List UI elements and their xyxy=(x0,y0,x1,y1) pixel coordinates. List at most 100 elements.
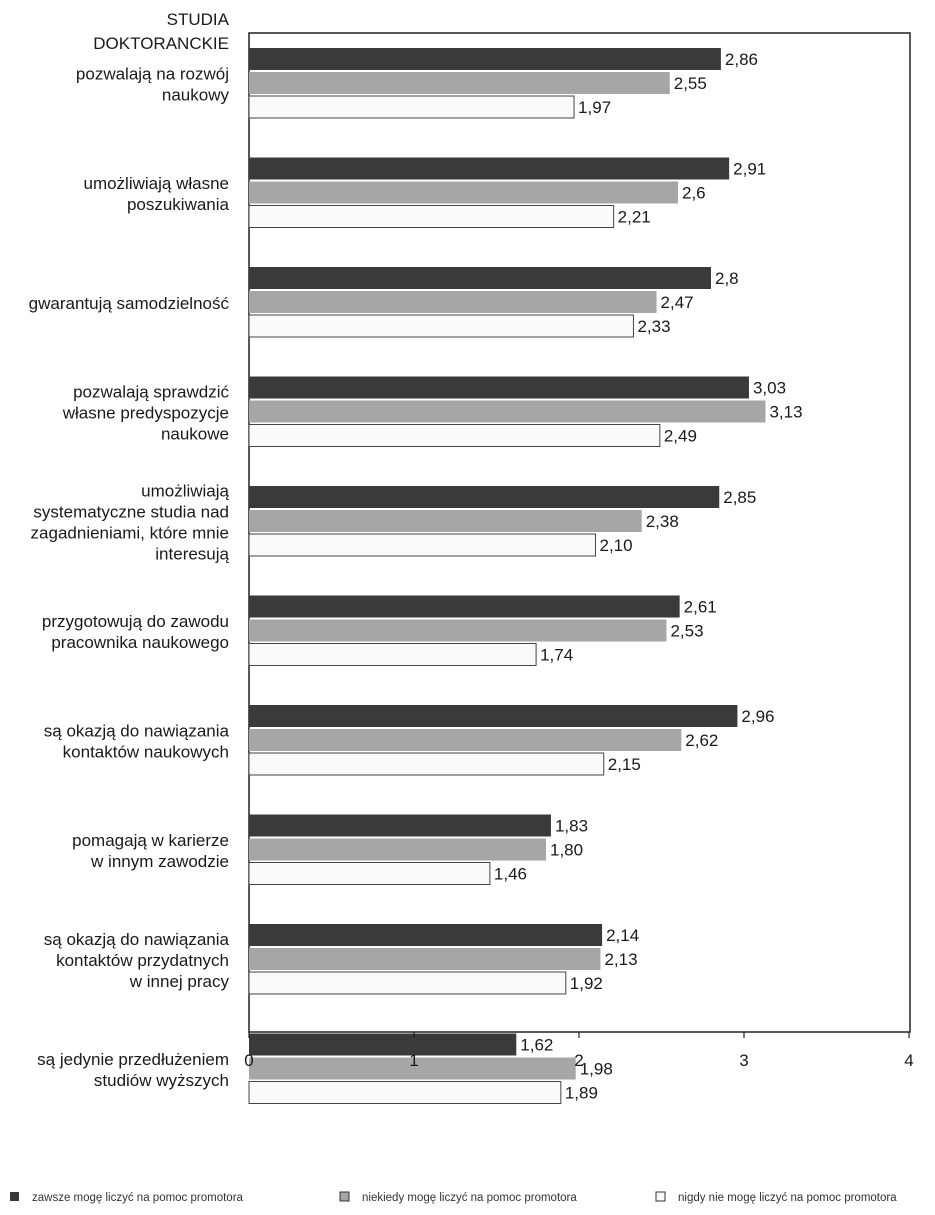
chart-header-label: STUDIA DOKTORANCKIE xyxy=(93,10,229,53)
data-label: 2,21 xyxy=(618,208,651,227)
bar xyxy=(248,424,661,447)
legend-label: nigdy nie mogę liczyć na pomoc promotora xyxy=(678,1192,897,1204)
bar xyxy=(248,205,615,228)
bar xyxy=(249,705,738,727)
bar xyxy=(248,643,537,666)
data-label: 2,15 xyxy=(608,755,641,774)
legend-label: zawsze mogę liczyć na pomoc promotora xyxy=(32,1192,244,1204)
category-label: umożliwiają xyxy=(141,482,229,501)
data-label: 2,10 xyxy=(600,536,633,555)
bars xyxy=(248,48,766,1104)
x-tick-label: 2 xyxy=(574,1051,583,1070)
category-label: są jedynie przedłużeniem xyxy=(37,1050,229,1069)
bar xyxy=(249,400,766,423)
data-label: 2,14 xyxy=(606,926,639,945)
bar xyxy=(248,971,567,995)
bar xyxy=(249,924,603,946)
x-tick-label: 3 xyxy=(739,1051,748,1070)
category-label: studiów wyższych xyxy=(94,1071,229,1090)
data-label: 1,46 xyxy=(494,865,527,884)
bar xyxy=(248,1081,562,1104)
category-label: zagadnieniami, które mnie xyxy=(31,524,229,543)
category-label: gwarantują samodzielność xyxy=(29,294,230,313)
data-label: 1,97 xyxy=(578,98,611,117)
category-label: poszukiwania xyxy=(127,195,230,214)
x-tick-label: 1 xyxy=(409,1051,418,1070)
data-label: 2,86 xyxy=(725,50,758,69)
data-label: 2,6 xyxy=(682,184,706,203)
data-label: 2,91 xyxy=(733,160,766,179)
data-label: 1,83 xyxy=(555,817,588,836)
data-label: 1,98 xyxy=(580,1060,613,1079)
data-label: 2,62 xyxy=(685,731,718,750)
category-label: w innym zawodzie xyxy=(90,852,229,871)
data-label: 2,47 xyxy=(661,293,694,312)
data-label: 1,92 xyxy=(570,974,603,993)
data-labels: 2,86 2,55 1,97 2,91 2,6 2,21 2,8 2,47 2,33 3,03 3,… xyxy=(494,50,803,1103)
data-label: 3,03 xyxy=(753,379,786,398)
bar xyxy=(249,376,749,399)
bar xyxy=(249,510,642,532)
category-label: kontaktów naukowych xyxy=(63,743,229,762)
bar xyxy=(248,95,575,119)
bar xyxy=(249,814,551,837)
category-label: pomagają w karierze xyxy=(72,831,229,850)
data-label: 2,33 xyxy=(637,317,670,336)
bar xyxy=(249,729,682,751)
data-label: 2,8 xyxy=(715,269,739,288)
legend-swatch xyxy=(339,1191,350,1202)
bar xyxy=(249,1033,517,1056)
data-label: 2,53 xyxy=(670,622,703,641)
data-label: 2,61 xyxy=(684,598,717,617)
bar xyxy=(249,157,730,180)
category-label: naukowe xyxy=(161,425,229,444)
bar xyxy=(249,948,601,970)
category-label: pracownika naukowego xyxy=(51,633,229,652)
data-label: 2,85 xyxy=(723,488,756,507)
category-label: własne predyspozycje xyxy=(62,404,229,423)
category-label: przygotowują do zawodu xyxy=(42,612,229,631)
bar xyxy=(248,314,634,338)
data-label: 1,80 xyxy=(550,841,583,860)
data-label: 2,96 xyxy=(741,707,774,726)
legend-swatch xyxy=(655,1191,666,1202)
data-label: 2,13 xyxy=(604,950,637,969)
header-label-line: DOKTORANCKIE xyxy=(93,34,229,53)
category-label: interesują xyxy=(155,545,229,564)
bar xyxy=(249,291,657,313)
bar xyxy=(249,838,546,861)
legend-swatch xyxy=(10,1192,19,1201)
data-label: 2,38 xyxy=(646,512,679,531)
data-label: 1,89 xyxy=(565,1084,598,1103)
category-label: pozwalają na rozwój xyxy=(76,65,229,84)
bar xyxy=(248,752,605,776)
data-label: 2,55 xyxy=(674,74,707,93)
category-label: pozwalają sprawdzić xyxy=(73,383,229,402)
legend: zawsze mogę liczyć na pomoc promotora nie… xyxy=(10,1191,897,1204)
bar xyxy=(249,72,670,94)
category-label: systematyczne studia nad xyxy=(33,503,229,522)
data-label: 1,74 xyxy=(540,646,573,665)
bar xyxy=(249,595,680,618)
category-label: w innej pracy xyxy=(129,972,230,991)
bar xyxy=(249,181,678,204)
category-label: umożliwiają własne xyxy=(83,174,229,193)
category-labels: pozwalają na rozwój naukowy umożliwiają wł… xyxy=(29,65,230,1091)
legend-label: niekiedy mogę liczyć na pomoc promotora xyxy=(362,1192,577,1204)
x-tick-label: 4 xyxy=(904,1051,913,1070)
bar xyxy=(249,267,711,289)
bar xyxy=(248,862,491,885)
bar xyxy=(249,48,721,70)
category-label: są okazją do nawiązania xyxy=(44,722,230,741)
x-tick-label: 0 xyxy=(244,1051,253,1070)
x-axis-ticks: 0 1 2 3 4 xyxy=(244,1032,914,1070)
category-label: kontaktów przydatnych xyxy=(56,951,229,970)
header-label-line: STUDIA xyxy=(167,10,230,29)
data-label: 3,13 xyxy=(769,403,802,422)
bar xyxy=(249,486,720,508)
bar xyxy=(249,1057,576,1080)
data-label: 1,62 xyxy=(520,1036,553,1055)
bar xyxy=(249,619,667,642)
category-label: są okazją do nawiązania xyxy=(44,930,230,949)
